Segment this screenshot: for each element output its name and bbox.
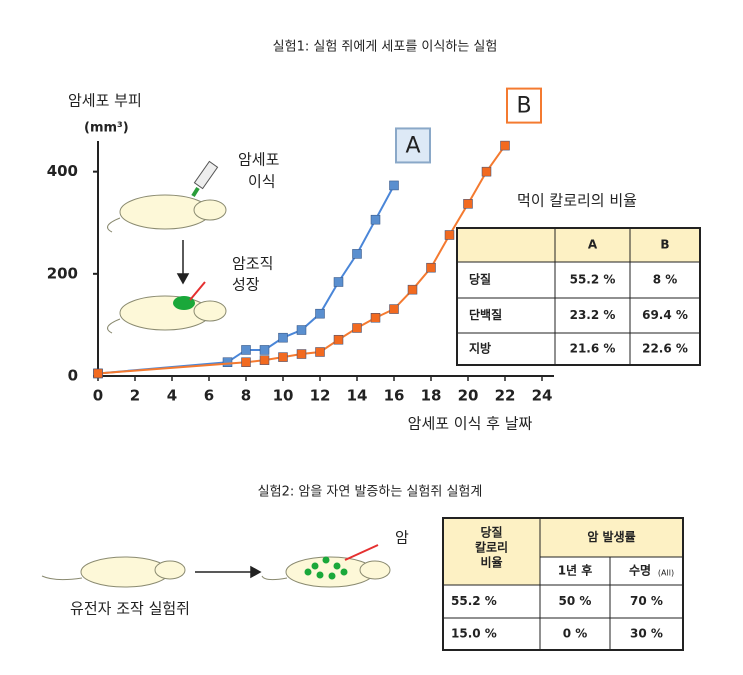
x-tick-label: 0	[93, 387, 103, 405]
pointer-arrow	[344, 544, 379, 561]
x-tick-label: 6	[204, 387, 214, 405]
point-marker	[93, 368, 103, 379]
annotation: 성장	[232, 276, 260, 294]
table-title: 먹이 칼로리의 비율	[517, 192, 637, 210]
y-tick-label: 0	[68, 367, 78, 385]
table-header-note: (All)	[658, 569, 674, 578]
syringe	[191, 160, 219, 198]
tumor-label: 암	[395, 529, 409, 547]
table-cell: 단백질	[469, 307, 502, 322]
x-tick-label: 16	[384, 387, 405, 405]
annotation: 암조직	[232, 255, 273, 273]
table-cell: 당질	[469, 272, 491, 287]
series-line	[97, 145, 506, 375]
table-header: 수명	[629, 564, 651, 578]
table-header-bg	[443, 518, 683, 557]
table-header: A	[588, 238, 598, 252]
mouse-label: 유전자 조작 실험쥐	[70, 600, 190, 618]
table-cell: 22.6 %	[642, 342, 688, 356]
chart-title: 실험1: 실험 쥐에게 세포를 이식하는 실험	[273, 40, 498, 55]
table-cell: 69.4 %	[642, 308, 688, 322]
table-cell: 0 %	[563, 627, 588, 641]
table-cell: 지방	[469, 341, 491, 356]
x-tick-label: 12	[310, 387, 331, 405]
mouse-illustration	[41, 194, 391, 588]
point-marker	[389, 180, 399, 191]
table-border	[456, 227, 701, 366]
table-header: 1년 후	[558, 563, 593, 578]
table-header: 암 발생률	[587, 529, 635, 544]
point-marker	[315, 347, 325, 357]
point-marker	[352, 249, 362, 259]
tumor-dots	[304, 556, 348, 580]
point-marker	[259, 355, 270, 365]
table-cell: 30 %	[630, 627, 663, 641]
x-axis-label: 암세포 이식 후 날짜	[408, 415, 533, 433]
annotation: 암세포	[238, 151, 280, 169]
x-tick-label: 20	[458, 387, 479, 405]
point-marker	[333, 277, 344, 287]
point-marker	[333, 334, 344, 345]
table-cell: 15.0 %	[451, 627, 497, 641]
table-header-bg	[443, 557, 540, 585]
series-label-box	[506, 87, 542, 124]
point-marker	[407, 284, 418, 295]
table-border	[442, 517, 684, 651]
arrow	[176, 240, 262, 579]
x-tick-label: 18	[421, 387, 442, 405]
table-header-bg	[457, 228, 700, 262]
point-marker	[296, 349, 307, 359]
x-tick-label: 22	[495, 387, 516, 405]
table-cell: 23.2 %	[570, 308, 616, 322]
table-cell: 55.2 %	[451, 594, 497, 608]
point-marker	[500, 140, 510, 151]
table-header: 비율	[480, 555, 502, 570]
x-tick-label: 8	[241, 387, 251, 405]
point-marker	[389, 304, 399, 314]
point-marker	[426, 262, 436, 273]
series-label: A	[405, 133, 420, 158]
table-header: 당질	[480, 525, 502, 540]
point-marker	[463, 199, 473, 209]
table-cell: 21.6 %	[570, 342, 616, 356]
point-marker	[222, 357, 233, 367]
y-axis-label: 암세포 부피	[68, 92, 142, 110]
point-marker	[278, 352, 288, 362]
table-header: 칼로리	[475, 540, 508, 555]
y-tick-label: 200	[47, 264, 78, 282]
point-marker	[315, 308, 325, 319]
point-marker	[370, 214, 381, 225]
table-cell: 50 %	[559, 594, 592, 608]
x-tick-label: 4	[167, 387, 177, 405]
y-axis-unit: (mm³)	[84, 121, 129, 136]
x-tick-label: 2	[130, 387, 140, 405]
point-marker	[278, 332, 288, 343]
table-cell: 8 %	[653, 273, 678, 287]
y-tick-label: 400	[47, 162, 78, 180]
point-marker	[352, 323, 362, 333]
annotation: 이식	[248, 173, 276, 191]
point-marker	[241, 357, 251, 367]
point-marker	[296, 325, 307, 335]
point-marker	[370, 313, 381, 323]
series-label: B	[516, 94, 531, 119]
series-label-box	[395, 127, 431, 164]
pointer-arrow	[189, 281, 206, 301]
x-tick-label: 24	[532, 387, 553, 405]
point-marker	[444, 230, 455, 240]
point-marker	[241, 345, 251, 355]
point-marker	[481, 166, 492, 177]
x-tick-label: 10	[273, 387, 294, 405]
point-marker	[259, 345, 270, 355]
table-cell: 55.2 %	[570, 273, 616, 287]
section-title: 실험2: 암을 자연 발증하는 실험쥐 실험계	[258, 485, 483, 500]
table-cell: 70 %	[630, 594, 663, 608]
table-header: B	[660, 238, 669, 252]
x-tick-label: 14	[347, 387, 368, 405]
